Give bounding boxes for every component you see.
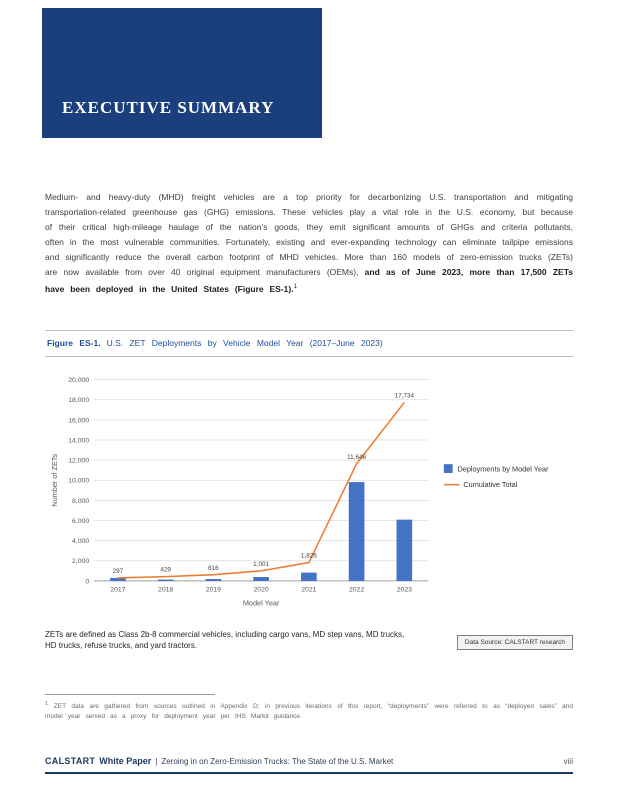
x-tick-label: 2023: [397, 587, 412, 594]
x-tick-label: 2018: [158, 587, 173, 594]
bar: [205, 579, 222, 581]
figure-es1: 0 2,000 4,000 6,000 8,000 10,000 12,000 14,000 1…: [45, 364, 573, 651]
figure-caption: Figure ES-1. U.S. ZET Deployments by Vehi…: [45, 330, 573, 357]
bar: [253, 577, 269, 581]
data-source-label: Data Source: CALSTART research: [456, 635, 573, 650]
page-footer: CALSTART White Paper | Zeroing in on Zer…: [45, 756, 573, 774]
data-label: 429: [160, 567, 171, 574]
data-label: 11,646: [347, 454, 366, 461]
chart-legend: Deployments by Model Year Cumulative Tota…: [443, 464, 550, 489]
footnote-block: 1 ZET data are gathered from sources outl…: [45, 694, 573, 722]
data-label: 1,001: [253, 561, 269, 568]
figure-note: ZETs are defined as Class 2b-8 commercia…: [45, 630, 405, 650]
y-tick-label: 2,000: [72, 558, 89, 565]
y-tick-label: 14,000: [68, 437, 89, 444]
x-tick-label: 2022: [349, 587, 364, 594]
bar: [301, 572, 317, 581]
y-tick-label: 0: [85, 578, 89, 585]
paragraph-bold-text: and as of June 2023, more than 17,500 ZE…: [45, 267, 573, 294]
y-tick-label: 20,000: [68, 377, 89, 384]
page-number: viii: [563, 757, 573, 766]
x-axis-title: Model Year: [243, 598, 280, 607]
x-tick-label: 2017: [110, 587, 125, 594]
footnote-text: 1 ZET data are gathered from sources outl…: [45, 699, 573, 722]
y-tick-label: 18,000: [68, 397, 89, 404]
footnote-body: ZET data are gathered from sources outli…: [45, 703, 573, 721]
figure-caption-label: Figure ES-1.: [47, 338, 101, 348]
figure-caption-text: U.S. ZET Deployments by Vehicle Model Ye…: [106, 338, 383, 348]
x-tick-label: 2020: [254, 587, 269, 594]
footer-separator: |: [155, 757, 158, 766]
y-tick-label: 4,000: [72, 538, 89, 545]
data-label: 17,734: [395, 393, 415, 400]
bars-deployments-by-model-year: [110, 482, 413, 581]
bar: [396, 519, 413, 581]
y-tick-label: 16,000: [68, 417, 89, 424]
legend-label-line: Cumulative Total: [463, 480, 517, 489]
footer-doc-type: White Paper: [99, 756, 152, 766]
footnote-marker: 1: [45, 701, 48, 707]
y-tick-label: 6,000: [72, 518, 89, 525]
x-tick-label: 2021: [301, 587, 316, 594]
executive-summary-paragraph: Medium- and heavy-duty (MHD) freight veh…: [45, 190, 573, 297]
paragraph-regular-text: Medium- and heavy-duty (MHD) freight veh…: [45, 192, 573, 277]
footnote-reference-marker: 1: [293, 284, 297, 290]
x-tick-label: 2019: [206, 587, 221, 594]
y-tick-label: 10,000: [68, 478, 89, 485]
data-label: 616: [208, 565, 219, 572]
section-title: EXECUTIVE SUMMARY: [62, 98, 275, 117]
data-label: 297: [113, 568, 124, 575]
zet-deployments-chart: 0 2,000 4,000 6,000 8,000 10,000 12,000 14,000 1…: [50, 377, 550, 607]
y-axis-title: Number of ZETs: [50, 454, 59, 507]
legend-label-bars: Deployments by Model Year: [458, 465, 550, 474]
legend-swatch-bars: [443, 464, 453, 473]
data-label: 1,826: [301, 553, 317, 560]
cumulative-total-line: [117, 401, 405, 579]
section-banner: EXECUTIVE SUMMARY: [42, 8, 322, 138]
y-tick-label: 12,000: [68, 458, 89, 465]
figure-footer: ZETs are defined as Class 2b-8 commercia…: [45, 629, 573, 651]
y-tick-label: 8,000: [72, 498, 89, 505]
footer-brand: CALSTART: [45, 756, 96, 766]
bar: [348, 482, 365, 581]
bar: [110, 577, 126, 581]
bar: [157, 579, 174, 581]
footnote-separator-rule: [45, 694, 215, 695]
footer-document-title: Zeroing in on Zero-Emission Trucks: The …: [161, 757, 394, 766]
